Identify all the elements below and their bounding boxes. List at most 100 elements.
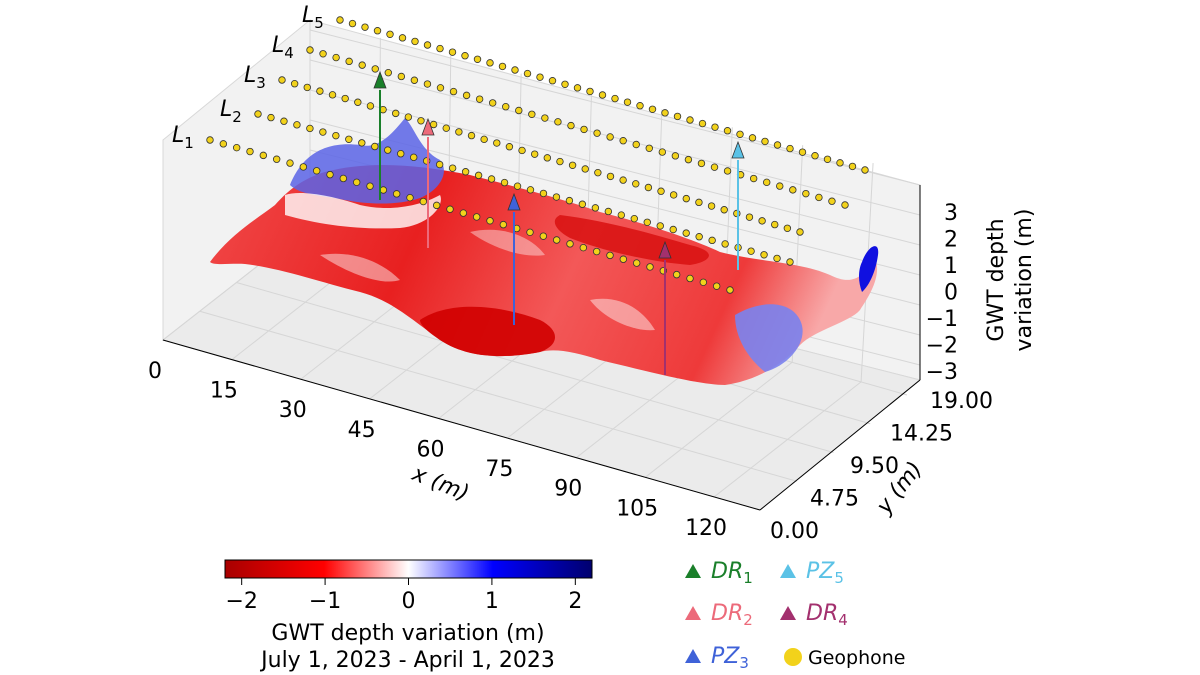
geophone-1-33 [646, 263, 654, 271]
legend-label-1: DR2 [711, 601, 753, 629]
geophone-5-33 [748, 134, 757, 142]
geophone-2-12 [410, 153, 418, 162]
geophone-4-4 [358, 61, 366, 69]
geophone-5-22 [611, 94, 619, 103]
z-tick-label-0: 3 [944, 201, 958, 226]
geophone-3-18 [505, 143, 514, 151]
geophone-2-7 [345, 135, 353, 143]
survey-line-label-5: L5 [302, 3, 324, 32]
geophone-2-35 [708, 236, 716, 245]
geophone-4-23 [606, 133, 614, 141]
geophone-4-27 [658, 148, 667, 156]
geophone-3-19 [518, 146, 526, 155]
geophone-3-11 [417, 117, 425, 125]
y-tick-label-2: 9.50 [850, 454, 899, 479]
geophone-5-19 [573, 84, 582, 92]
geophone-3-26 [606, 172, 615, 181]
geophone-5-39 [823, 155, 832, 163]
x-tick-label-5: 75 [485, 457, 513, 482]
geophone-2-14 [435, 160, 444, 169]
y-axis-line [759, 379, 921, 511]
geophone-1-9 [326, 170, 334, 179]
z-tick-label-3: 0 [944, 281, 958, 306]
geophone-2-1 [267, 113, 275, 122]
geophone-3-16 [480, 135, 488, 144]
geophone-3-15 [467, 131, 476, 140]
geophone-5-4 [386, 30, 394, 38]
geophone-3-33 [695, 198, 703, 207]
geophone-2-8 [358, 139, 366, 147]
geophone-2-4 [306, 124, 314, 133]
geophone-2-21 [526, 186, 535, 194]
geophone-2-41 [786, 258, 794, 266]
z-tick-label-2: 1 [944, 254, 958, 279]
geophone-3-39 [771, 220, 779, 229]
geophone-4-26 [645, 144, 653, 152]
cb-tick-label-0: −2 [225, 589, 257, 614]
geophone-2-28 [617, 211, 626, 219]
geophone-3-7 [366, 102, 375, 110]
geophone-3-38 [758, 217, 766, 225]
geophone-4-9 [423, 80, 432, 88]
z-axis-label-line2: variation (m) [1012, 209, 1037, 352]
geophone-4-34 [749, 174, 758, 183]
geophone-3-1 [290, 80, 299, 88]
geophone-3-28 [632, 180, 640, 188]
geophone-4-19 [554, 118, 562, 126]
geophone-5-31 [723, 127, 732, 135]
geophone-5-13 [498, 62, 507, 71]
geophone-3-13 [442, 124, 450, 132]
geophone-4-5 [371, 65, 379, 73]
geophone-5-35 [773, 141, 782, 149]
legend-label-4: PZ5 [806, 559, 844, 587]
geophone-3-41 [796, 228, 804, 236]
surface-blue-right [735, 304, 803, 372]
legend-marker-3 [780, 606, 796, 620]
geophone-4-1 [319, 50, 327, 58]
geophone-5-36 [786, 144, 794, 153]
geophone-2-11 [397, 150, 405, 158]
geophone-5-8 [436, 44, 444, 53]
geophone-2-31 [656, 222, 664, 230]
geophone-1-12 [366, 182, 374, 190]
geophone-5-17 [548, 77, 557, 85]
geophone-2-20 [513, 182, 522, 190]
geophone-4-15 [502, 103, 510, 111]
geophone-2-29 [630, 214, 638, 223]
geophone-2-17 [474, 171, 483, 180]
surface-blue-corner [859, 246, 879, 292]
geophone-3-20 [530, 150, 539, 158]
y-tick-label-0: 0.00 [770, 519, 819, 544]
geophone-1-24 [526, 228, 534, 237]
z-tick-label-1: 2 [944, 228, 958, 253]
grid-z-6 [309, 29, 921, 186]
geophone-4-6 [384, 68, 392, 77]
geophone-1-19 [459, 209, 468, 217]
geophone-4-38 [802, 189, 810, 198]
geophone-5-23 [623, 98, 632, 106]
geophone-3-10 [404, 113, 413, 121]
y-tick-label-1: 4.75 [810, 487, 859, 512]
geophone-1-17 [432, 201, 441, 210]
geophone-2-30 [643, 218, 651, 226]
geophone-5-3 [373, 27, 382, 35]
cb-tick-label-4: 2 [568, 589, 582, 614]
geophone-1-11 [352, 178, 361, 187]
geophone-5-24 [636, 102, 644, 110]
geophone-4-13 [475, 95, 484, 103]
geophone-3-40 [783, 224, 792, 232]
grid-z-5 [309, 59, 921, 216]
x-tick-label-1: 15 [210, 379, 238, 404]
geophone-4-22 [593, 129, 601, 137]
geophone-1-4 [259, 151, 268, 160]
geophone-2-26 [591, 204, 600, 212]
geophone-5-5 [398, 34, 407, 42]
geophone-3-24 [581, 165, 589, 173]
geophone-5-1 [348, 19, 357, 28]
geophone-3-14 [455, 128, 463, 136]
geophone-3-2 [303, 83, 311, 92]
geophone-4-11 [449, 87, 458, 96]
geophone-3-21 [543, 154, 552, 162]
geophone-5-42 [861, 166, 869, 174]
